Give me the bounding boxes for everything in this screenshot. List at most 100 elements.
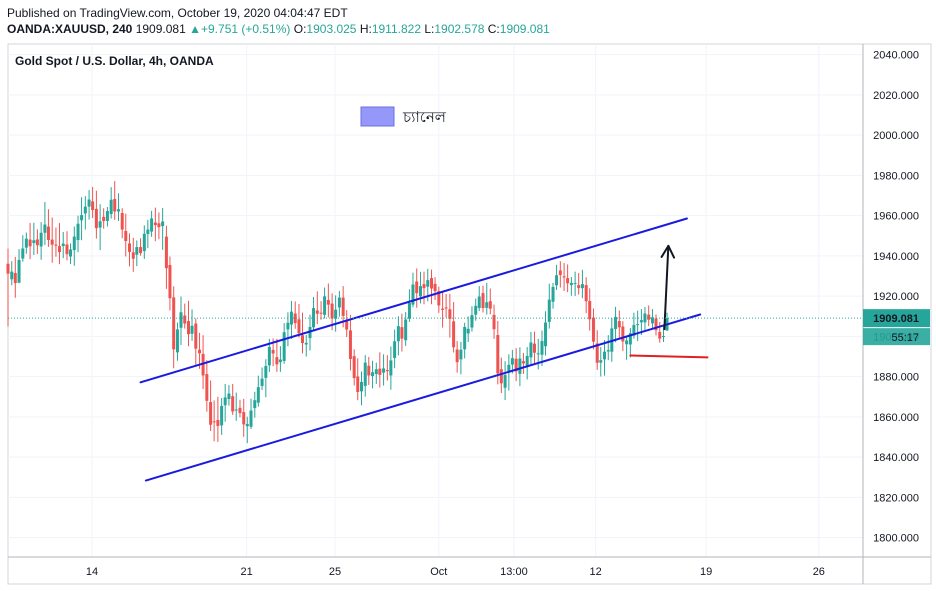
candle-body [13,273,17,284]
candle-body [179,312,183,328]
candles [6,181,669,444]
candle-body [385,370,389,372]
candle-body [249,410,253,427]
candle-body [628,333,632,345]
arrow-line [663,244,670,331]
candle-body [348,330,352,359]
candle-body [227,393,231,400]
candle-body [245,423,249,427]
candle-body [39,232,43,247]
candle-body [448,309,452,319]
candle-body [466,328,470,334]
candle-body [142,233,146,252]
published-line: Published on TradingView.com, October 19… [7,6,348,20]
candle-body [625,340,629,345]
candle-body [172,297,176,350]
price-axis[interactable]: 2040.000 2020.000 2000.000 1980.000 1960.000… [863,50,930,545]
candle-body [418,286,422,297]
candle-body [131,252,135,259]
candle-body [636,324,640,326]
candle-body [87,199,91,207]
candle-body [514,358,518,372]
candle-body [102,216,106,222]
candle-body [234,409,238,411]
legend: চ্যানেল [360,106,447,127]
candle-body [577,285,581,289]
open-label: O: [293,22,307,36]
candle-body [201,353,205,376]
price-tick-label: 1980.000 [873,170,919,182]
candle-body [558,270,562,276]
candle-body [599,360,603,363]
candle-body [24,238,28,248]
candle-body [341,297,345,316]
price-tick-label: 2040.000 [873,50,919,62]
candle-body [404,319,408,341]
candle-body [569,282,573,286]
candle-body [297,319,301,334]
last-price-readout: 1909.081 [135,22,186,36]
candle-body [231,396,235,412]
candle-body [43,224,47,233]
candle-body [632,324,636,336]
candle-body [356,376,360,392]
candle-body [662,336,665,338]
candle-body [275,357,279,365]
candle-body [411,284,415,305]
candle-body [286,322,290,330]
candle-body [113,198,117,212]
channel-lower-line [144,313,702,482]
countdown-tag-label: 55:17 [891,332,919,344]
candle-body [658,331,662,339]
candle-body [205,374,209,401]
candle-body [94,208,98,229]
candle-body [591,317,595,342]
close-value: 1909.081 [499,22,550,36]
candle-body [278,359,282,363]
candle-body [459,349,463,360]
ohlc-line: OANDA:XAUUSD, 240 1909.081 ▲+9.751 (+0.5… [7,21,550,37]
candle-body [301,335,304,344]
high-value: 1911.822 [371,22,421,36]
candle-body [198,349,202,354]
candle-body [10,271,14,280]
up-arrow-icon: ▲ [189,22,201,36]
low-value: 1902.578 [434,22,485,36]
candle-body [359,381,363,392]
price-tick-label: 1960.000 [873,211,919,223]
candle-body [190,325,194,334]
candle-body [216,419,220,426]
price-tick-label: 1820.000 [873,492,919,504]
candle-body [304,342,308,345]
candle-body [507,364,511,372]
candle-body [477,296,481,309]
candle-body [146,229,150,234]
candle-body [323,296,327,315]
candle-body [496,335,500,374]
time-tick-label: 12 [590,566,602,578]
time-tick-label: 21 [240,566,252,578]
candle-body [603,351,607,360]
candle-body [647,314,651,320]
candle-body [194,323,198,349]
drawings[interactable] [139,217,709,482]
arrow-head [660,244,676,259]
candle-body [499,369,503,384]
candle-body [452,321,456,348]
candle-body [175,329,179,353]
candle-body [363,362,367,386]
candle-body [463,326,467,350]
candle-body [510,358,514,365]
candle-body [562,276,566,278]
candle-body [139,247,143,254]
candle-body [28,239,32,247]
candle-body [50,239,54,245]
price-tick-label: 1920.000 [873,291,919,303]
candle-body [80,215,84,221]
price-tick-label: 1800.000 [873,533,919,545]
candle-body [433,283,437,292]
legend-label: চ্যানেল [402,109,447,126]
time-axis[interactable]: 14 21 25 Oct 13:00 12 19 26 [86,566,825,578]
symbol-label: OANDA:XAUUSD, 240 [7,22,133,36]
